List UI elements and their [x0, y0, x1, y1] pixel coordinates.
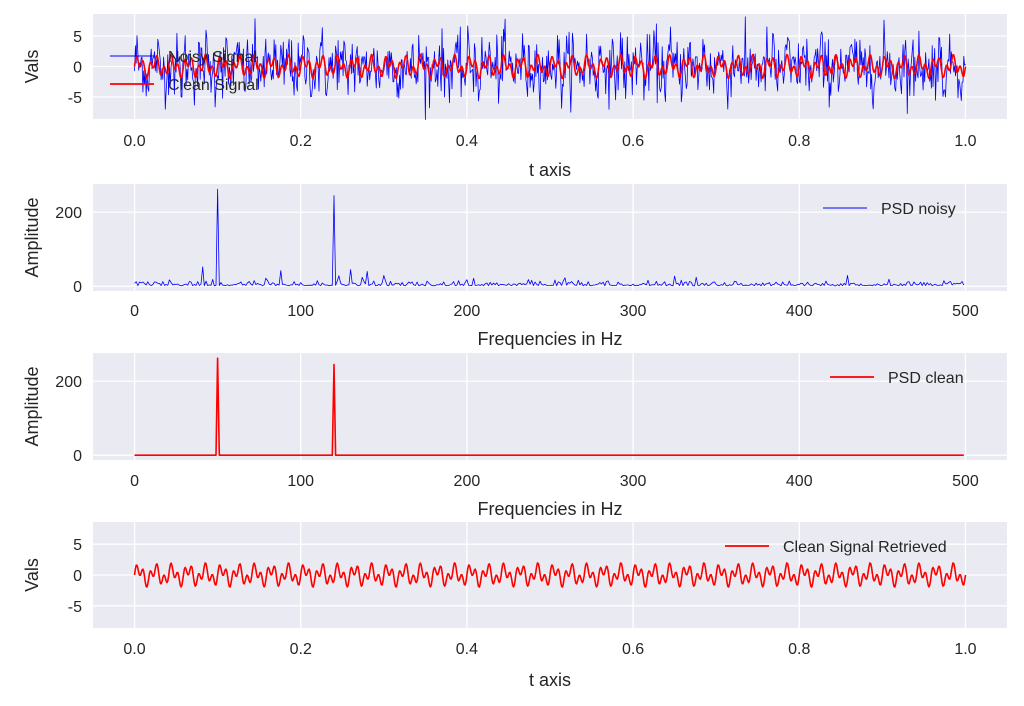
y-tick-label: 0 — [73, 448, 82, 465]
y-tick-label: -5 — [68, 599, 82, 616]
series-line-psd-clean — [134, 357, 964, 456]
x-tick-label: 0 — [130, 303, 139, 320]
x-tick-label: 1.0 — [954, 641, 976, 658]
x-tick-label: 300 — [620, 303, 647, 320]
series-line-psd-noisy — [134, 188, 965, 287]
plot-area — [93, 353, 1007, 460]
y-tick-label: 0 — [73, 60, 82, 77]
series-line-clean-signal — [133, 53, 967, 80]
legend-label: PSD noisy — [881, 201, 956, 218]
x-tick-label: 400 — [786, 303, 813, 320]
y-tick-label: 5 — [73, 29, 82, 46]
x-tick-label: 500 — [952, 473, 979, 490]
subplot-4: 0.0 0.2 0.4 0.6 0.8 1.0 -5 0 5 t axis Vals Clean Si… — [22, 522, 1007, 690]
x-tick-label: 0.6 — [622, 641, 644, 658]
x-tick-label: 300 — [620, 473, 647, 490]
y-tick-label: 0 — [73, 279, 82, 296]
y-tick-label: 200 — [55, 374, 82, 391]
series-line-clean-signal-retrieved — [133, 562, 967, 588]
x-tick-label: 0.0 — [123, 641, 145, 658]
legend-label: Clean Signal — [168, 77, 259, 94]
x-tick-label: 0.2 — [290, 133, 312, 150]
x-tick-label: 500 — [952, 303, 979, 320]
legend-label: PSD clean — [888, 370, 964, 387]
y-tick-label: 200 — [55, 205, 82, 222]
x-tick-label: 200 — [454, 303, 481, 320]
x-tick-label: 0.6 — [622, 133, 644, 150]
y-tick-label: -5 — [68, 90, 82, 107]
x-axis-label: t axis — [529, 670, 571, 690]
y-axis-label: Amplitude — [22, 197, 42, 277]
x-tick-label: 400 — [786, 473, 813, 490]
legend-label: Noisy Signal — [168, 49, 257, 66]
x-tick-label: 0.8 — [788, 133, 810, 150]
x-tick-label: 0.4 — [456, 641, 478, 658]
legend-label: Clean Signal Retrieved — [783, 539, 947, 556]
plot-area — [93, 184, 1007, 291]
y-axis-label: Vals — [22, 50, 42, 84]
x-axis-label: Frequencies in Hz — [477, 499, 622, 519]
x-axis-label: Frequencies in Hz — [477, 329, 622, 349]
x-tick-label: 200 — [454, 473, 481, 490]
x-tick-label: 0 — [130, 473, 139, 490]
x-tick-label: 100 — [287, 473, 314, 490]
subplot-3: 0 100 200 300 400 500 0 200 Frequencies in Hz Amp… — [22, 353, 1007, 519]
y-tick-label: 0 — [73, 568, 82, 585]
y-tick-label: 5 — [73, 537, 82, 554]
subplot-2: 0 100 200 300 400 500 0 200 Frequencies in Hz Amp… — [22, 184, 1007, 349]
x-tick-label: 0.2 — [290, 641, 312, 658]
x-tick-label: 100 — [287, 303, 314, 320]
y-axis-label: Amplitude — [22, 366, 42, 446]
subplot-1: 0.0 0.2 0.4 0.6 0.8 1.0 -5 0 5 t axis Vals Noisy Si… — [22, 14, 1007, 180]
x-tick-label: 0.4 — [456, 133, 478, 150]
y-axis-label: Vals — [22, 558, 42, 592]
x-axis-label: t axis — [529, 160, 571, 180]
x-tick-label: 0.0 — [123, 133, 145, 150]
x-tick-label: 1.0 — [954, 133, 976, 150]
x-tick-label: 0.8 — [788, 641, 810, 658]
